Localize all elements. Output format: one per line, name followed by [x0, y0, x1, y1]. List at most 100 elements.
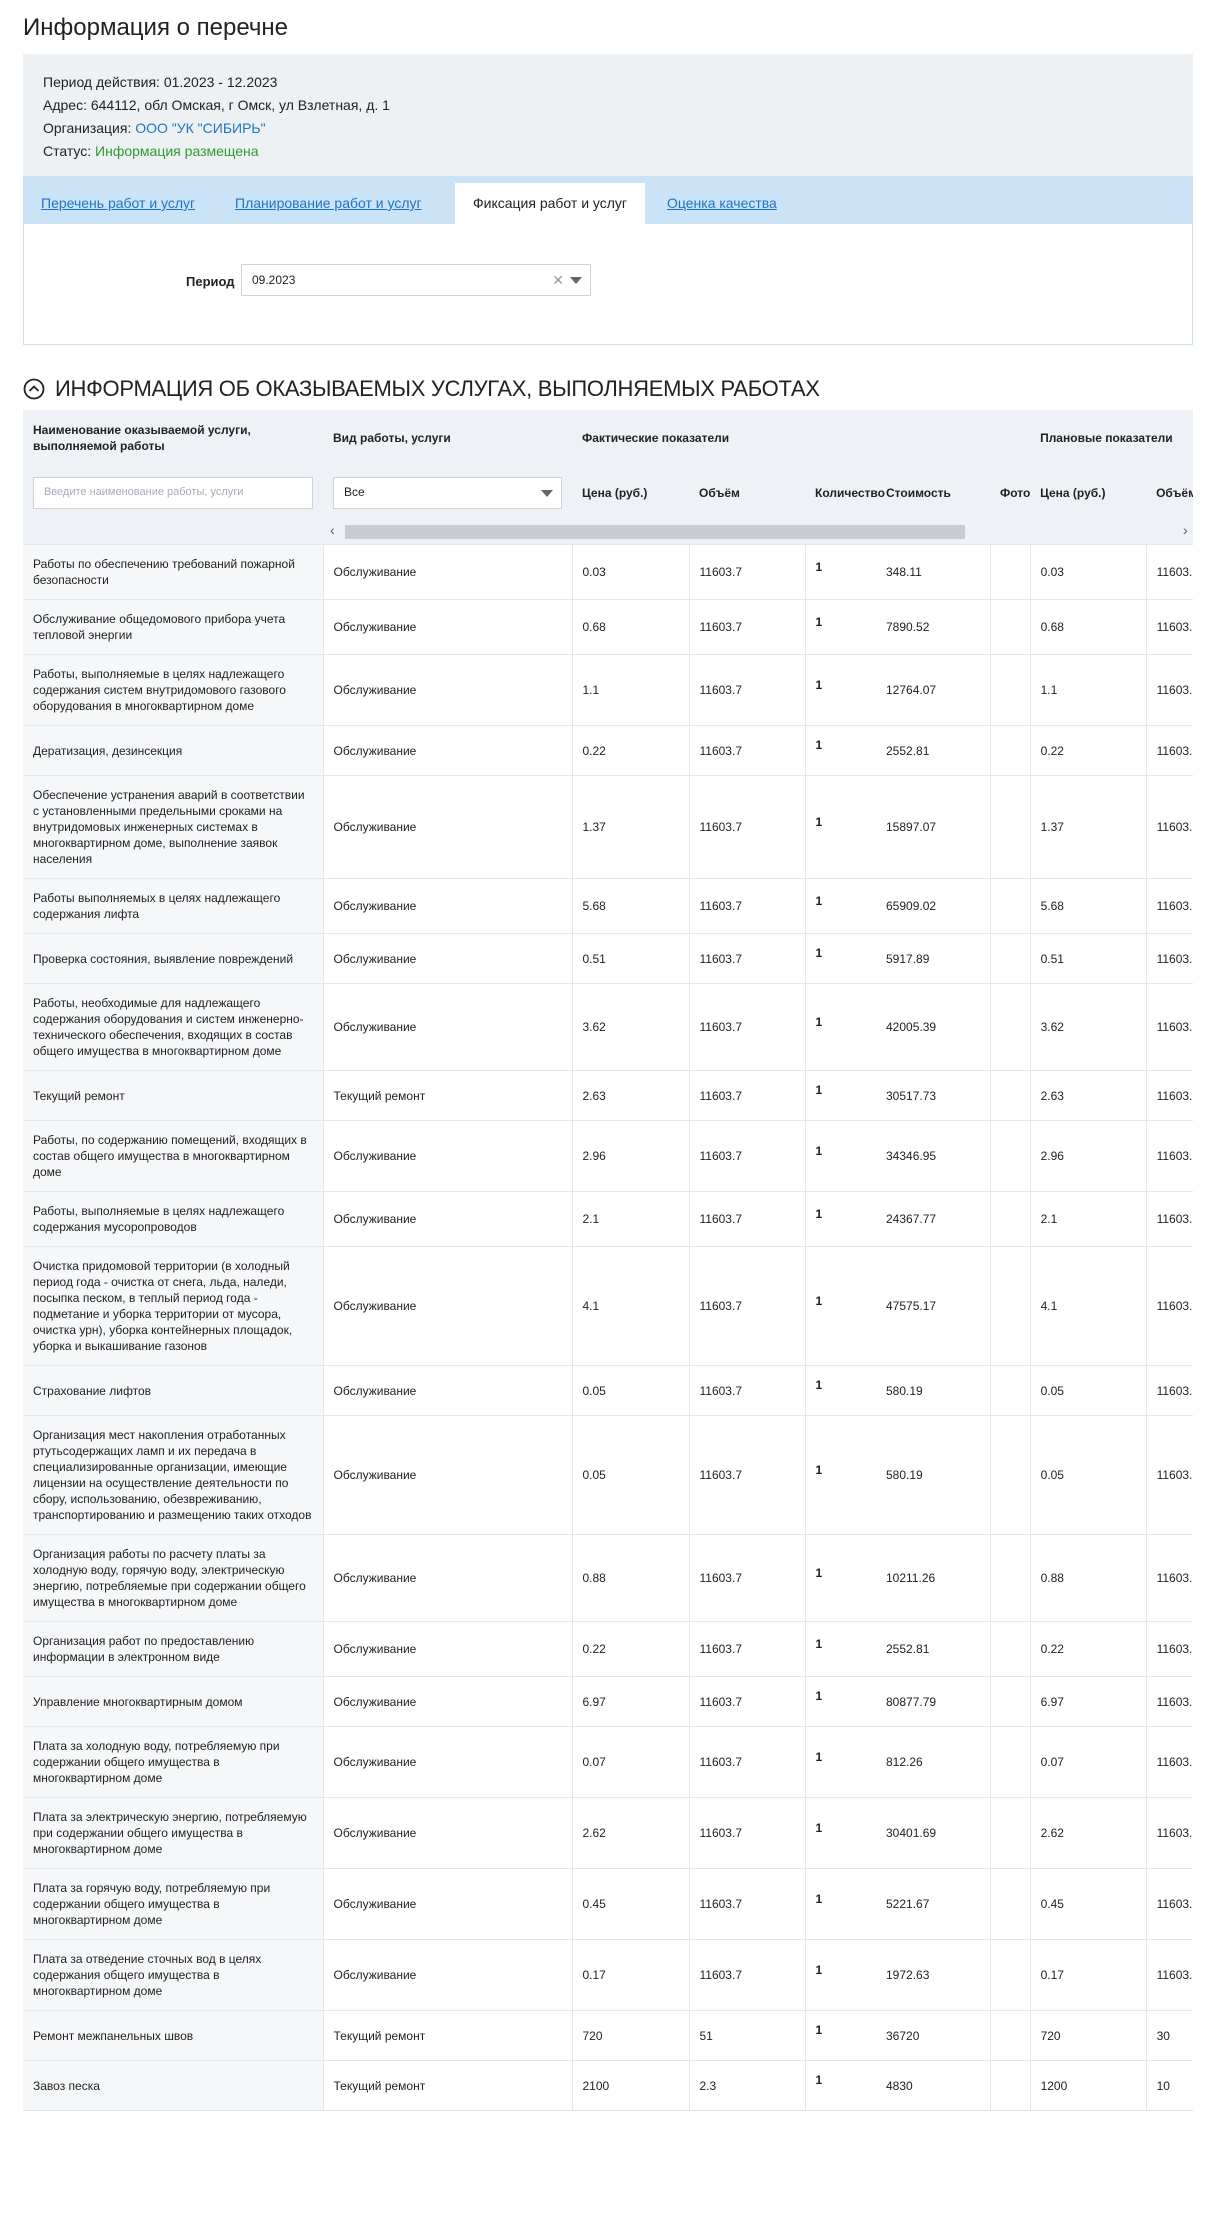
table-cell: 0.22	[1030, 1621, 1147, 1677]
info-value: 644112, обл Омская, г Омск, ул Взлетная,…	[90, 97, 390, 113]
col-header: Фактические показатели	[572, 410, 1031, 466]
table-cell: 0.05	[572, 1415, 690, 1535]
table-cell: 2.96	[572, 1120, 690, 1192]
info-line: Адрес: 644112, обл Омская, г Омск, ул Вз…	[43, 94, 1173, 117]
col-header: Вид работы, услуги	[323, 410, 572, 466]
period-select[interactable]: 09.2023 ✕	[241, 264, 591, 296]
tab[interactable]: Оценка качества	[667, 195, 777, 211]
table-cell: 11603.7	[689, 933, 806, 984]
org-link[interactable]: ООО "УК "СИБИРЬ"	[135, 120, 266, 136]
table-cell: Обслуживание	[323, 878, 573, 934]
tab[interactable]: Перечень работ и услуг	[41, 195, 196, 211]
table-cell: 2.96	[1030, 1120, 1147, 1192]
table-cell: 11603.7	[689, 654, 806, 726]
scroll-right[interactable]: ›	[1183, 522, 1188, 538]
photo-cell	[990, 1868, 1031, 1940]
table-cell: 11603.7	[1146, 1191, 1193, 1247]
info-label: Статус:	[43, 143, 92, 159]
info-line: Период действия: 01.2023 - 12.2023	[43, 71, 1173, 94]
table-cell: Текущий ремонт	[323, 2060, 573, 2110]
photo-cell	[990, 983, 1031, 1071]
table-cell: Обслуживание	[323, 725, 573, 776]
photo-cell	[990, 1939, 1031, 2011]
table-cell: 47575.17	[876, 1246, 991, 1366]
table-cell: 7890.52	[876, 599, 991, 655]
table-row: Плата за холодную воду, потребляемую при…	[23, 1726, 1193, 1798]
works-table: Наименование оказываемой услуги, выполня…	[23, 410, 1193, 2110]
table-cell: 11603.7	[1146, 1365, 1193, 1416]
table-cell: 11603.7	[689, 1120, 806, 1192]
table-cell: 36720	[876, 2010, 991, 2061]
table-cell: 2552.81	[876, 1621, 991, 1677]
photo-cell	[990, 1726, 1031, 1798]
table-cell: Обслуживание	[323, 1534, 573, 1622]
table-cell: Обслуживание	[323, 599, 573, 655]
table-cell: 4830	[876, 2060, 991, 2110]
table-cell: 0.05	[572, 1365, 690, 1416]
section-heading[interactable]: ИНФОРМАЦИЯ ОБ ОКАЗЫВАЕМЫХ УСЛУГАХ, ВЫПОЛ…	[23, 376, 820, 402]
table-cell: 1200	[1030, 2060, 1147, 2110]
table-cell: 0.68	[1030, 599, 1147, 655]
table-cell: 3.62	[1030, 983, 1147, 1071]
caret	[541, 489, 553, 497]
table-cell: Плата за электрическую энергию, потребля…	[23, 1797, 324, 1869]
table-cell: 1	[805, 1868, 876, 1940]
table-cell: 1	[805, 1246, 876, 1366]
table-cell: 720	[572, 2010, 690, 2061]
table-cell: 11603.7	[1146, 725, 1193, 776]
table-cell: Обслуживание	[323, 1797, 573, 1869]
table-cell: 720	[1030, 2010, 1147, 2061]
table-cell: 6.97	[1030, 1676, 1147, 1727]
scrollbar[interactable]	[345, 525, 965, 539]
table-cell: Обслуживание	[323, 1415, 573, 1535]
photo-cell	[990, 933, 1031, 984]
scroll-left[interactable]: ‹	[330, 522, 335, 538]
table-cell: Обслуживание	[323, 1676, 573, 1727]
type-select[interactable]: Все	[333, 476, 562, 509]
collapse-icon[interactable]	[23, 378, 45, 400]
tab[interactable]: Планирование работ и услуг	[235, 195, 422, 211]
table-cell: Обслуживание	[323, 654, 573, 726]
subcol-header: Объём	[689, 466, 805, 519]
table-cell: 0.03	[572, 544, 690, 600]
table-row: Организация мест накопления отработанных…	[23, 1415, 1193, 1535]
table-cell: 11603.7	[1146, 933, 1193, 984]
search-input[interactable]: Введите наименование работы, услуги	[33, 476, 313, 509]
tab-bar: Перечень работ и услуг Планирование работ…	[23, 176, 1193, 224]
table-cell: 0.88	[572, 1534, 690, 1622]
table-cell: 812.26	[876, 1726, 991, 1798]
table-wrap: Наименование оказываемой услуги, выполня…	[23, 410, 1193, 2111]
table-cell: 0.03	[1030, 544, 1147, 600]
photo-cell	[990, 1191, 1031, 1247]
table-cell: Организация работ по предоставлению инфо…	[23, 1621, 324, 1677]
table-cell: 11603.7	[689, 599, 806, 655]
table-cell: 4.1	[572, 1246, 690, 1366]
table-row: Работы по обеспечению требований пожарно…	[23, 544, 1193, 600]
table-cell: Текущий ремонт	[23, 1070, 324, 1121]
table-cell: 11603.7	[689, 1246, 806, 1366]
clear-icon[interactable]: ✕	[552, 272, 564, 288]
table-cell: 11603.7	[1146, 1415, 1193, 1535]
table-cell: 1.37	[572, 775, 690, 879]
photo-cell	[990, 1621, 1031, 1677]
table-cell: 5917.89	[876, 933, 991, 984]
table-cell: 1	[805, 1726, 876, 1798]
table-row: Ремонт межпанельных швов Текущий ремонт 72…	[23, 2010, 1193, 2061]
table-cell: 0.88	[1030, 1534, 1147, 1622]
table-cell: Текущий ремонт	[323, 2010, 573, 2061]
table-cell: 1	[805, 1621, 876, 1677]
table-cell: Обслуживание	[323, 775, 573, 879]
photo-cell	[990, 725, 1031, 776]
table-cell: 0.05	[1030, 1365, 1147, 1416]
table-cell: Работы, выполняемые в целях надлежащего …	[23, 1191, 324, 1247]
table-row: Дератизация, дезинсекция Обслуживание 0.22…	[23, 725, 1193, 776]
table-cell: Работы по обеспечению требований пожарно…	[23, 544, 324, 600]
table-cell: 11603.7	[1146, 544, 1193, 600]
table-cell: 1	[805, 1120, 876, 1192]
table-cell: 11603.7	[689, 1939, 806, 2011]
filter-label: Период	[186, 274, 235, 289]
table-row: Работы, выполняемые в целях надлежащего …	[23, 654, 1193, 726]
col-header: Плановые показатели	[1030, 410, 1193, 466]
table-row: Работы, необходимые для надлежащего соде…	[23, 983, 1193, 1071]
photo-cell	[990, 1246, 1031, 1366]
